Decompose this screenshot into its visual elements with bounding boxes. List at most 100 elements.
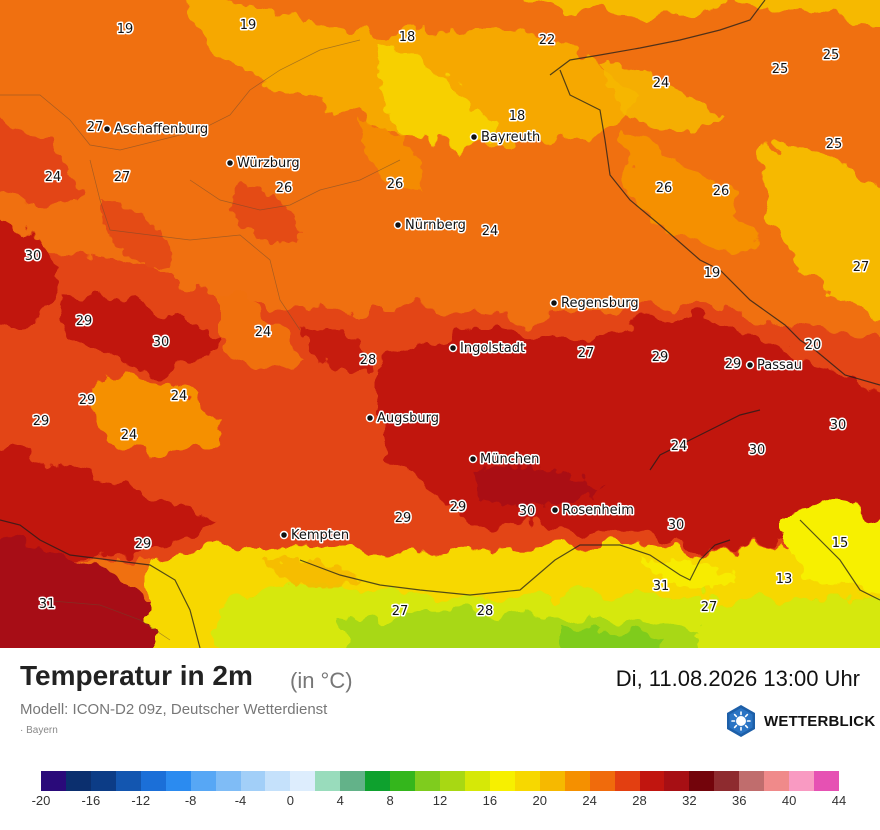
color-scale-swatch <box>489 771 515 791</box>
city-name: Nürnberg <box>405 218 466 233</box>
temperature-value: 27 <box>853 260 870 275</box>
color-scale-tick: 36 <box>732 793 747 808</box>
color-scale-tick: 24 <box>582 793 597 808</box>
color-scale-swatch <box>190 771 216 791</box>
color-scale-swatch <box>315 771 341 791</box>
temperature-value: 29 <box>76 314 93 329</box>
forecast-datetime: Di, 11.08.2026 13:00 Uhr <box>615 666 860 691</box>
color-scale-swatch <box>415 771 440 791</box>
color-scale-swatch <box>365 771 391 791</box>
color-scale-tick: 0 <box>286 793 294 808</box>
sun-hexagon-icon <box>727 705 755 737</box>
temperature-value: 19 <box>240 18 257 33</box>
temperature-value: 27 <box>114 170 131 185</box>
color-scale-tick: -12 <box>131 793 151 808</box>
color-scale-swatch <box>440 771 465 791</box>
color-scale-swatch <box>65 771 91 791</box>
color-scale-swatch <box>240 771 266 791</box>
city-marker: Augsburg <box>365 410 441 428</box>
city-dot <box>102 124 112 134</box>
city-dot <box>225 158 235 168</box>
temperature-value: 27 <box>701 600 718 615</box>
district-lines <box>0 39 401 641</box>
city-marker: Ingolstadt <box>448 340 527 358</box>
color-scale-tick: -8 <box>184 793 197 808</box>
temperature-value: 29 <box>135 537 152 552</box>
city-marker: Aschaffenburg <box>102 121 210 139</box>
temperature-value: 25 <box>823 48 840 63</box>
color-scale-swatch <box>614 771 640 791</box>
temperature-value: 24 <box>171 389 188 404</box>
temperature-value: 24 <box>255 325 272 340</box>
temperature-value: 26 <box>713 184 730 199</box>
city-name: München <box>480 452 539 467</box>
color-scale-swatch <box>564 771 590 791</box>
color-scale-swatch <box>639 771 665 791</box>
temperature-value: 29 <box>395 511 412 526</box>
color-scale-tick: 4 <box>336 793 344 808</box>
temperature-value: 29 <box>652 350 669 365</box>
city-name: Rosenheim <box>562 503 634 518</box>
temperature-value: 29 <box>450 500 467 515</box>
city-dot <box>393 220 403 230</box>
color-scale-swatch <box>115 771 141 791</box>
temperature-value: 31 <box>39 597 56 612</box>
color-scale <box>41 771 839 791</box>
temperature-value: 25 <box>826 137 843 152</box>
color-scale-swatch <box>714 771 740 791</box>
color-scale-tick: 12 <box>432 793 448 808</box>
city-name: Aschaffenburg <box>114 122 208 137</box>
temperature-value: 24 <box>653 76 670 91</box>
temperature-value: 30 <box>519 504 536 519</box>
city-dot <box>448 343 458 353</box>
color-scale-swatch <box>789 771 815 791</box>
color-scale-swatch <box>589 771 615 791</box>
temperature-value: 28 <box>360 353 377 368</box>
temperature-value: 20 <box>805 338 822 353</box>
temperature-value: 28 <box>477 604 494 619</box>
city-dot <box>279 530 289 540</box>
city-marker: München <box>468 451 541 469</box>
city-marker: Passau <box>745 357 803 375</box>
city-dot <box>745 360 755 370</box>
color-scale-swatch <box>464 771 490 791</box>
temperature-value: 29 <box>33 414 50 429</box>
color-scale-tick: 28 <box>632 793 647 808</box>
temperature-map: 19 19 18 22 25 25 24 27 18 25 27 24 26 26 26 24 26 30 24 27… <box>0 0 880 648</box>
color-scale-tick: -20 <box>31 793 51 808</box>
temperature-labels: 19 19 18 22 25 25 24 27 18 25 27 24 26 26 26 24 26 30 24 27… <box>23 17 871 621</box>
model-source: Modell: ICON-D2 09z, Deutscher Wetterdie… <box>20 701 328 718</box>
color-scale-swatch <box>664 771 690 791</box>
temperature-field <box>0 0 880 648</box>
city-name: Regensburg <box>561 296 639 311</box>
region-label: · Bayern <box>20 725 58 736</box>
temperature-value: 30 <box>25 249 42 264</box>
temperature-value: 26 <box>387 177 404 192</box>
color-scale-swatch <box>215 771 241 791</box>
color-scale-tick: 20 <box>532 793 547 808</box>
temperature-value: 25 <box>772 62 789 77</box>
color-scale-swatch <box>290 771 316 791</box>
city-dot <box>365 413 375 423</box>
color-scale-swatch <box>41 771 66 791</box>
temperature-value: 24 <box>671 439 688 454</box>
city-marker: Würzburg <box>225 155 301 173</box>
city-markers: Aschaffenburg Würzburg Bayreuth Nürnberg Reg… <box>102 121 803 545</box>
temperature-value: 24 <box>45 170 62 185</box>
color-scale-swatch <box>90 771 116 791</box>
border-lines <box>0 0 880 648</box>
city-name: Augsburg <box>377 411 439 426</box>
city-name: Kempten <box>291 528 349 543</box>
city-name: Würzburg <box>237 156 300 171</box>
color-scale-tick: 16 <box>482 793 498 808</box>
city-dot <box>469 132 479 142</box>
color-scale-swatch <box>165 771 191 791</box>
color-scale-swatch <box>390 771 416 791</box>
temperature-value: 13 <box>776 572 793 587</box>
color-scale-swatch <box>689 771 715 791</box>
temperature-value: 18 <box>509 109 526 124</box>
temperature-value: 24 <box>121 428 138 443</box>
city-dot <box>549 298 559 308</box>
temperature-value: 30 <box>153 335 170 350</box>
brand-logo[interactable]: WETTERBLICK <box>724 704 875 738</box>
